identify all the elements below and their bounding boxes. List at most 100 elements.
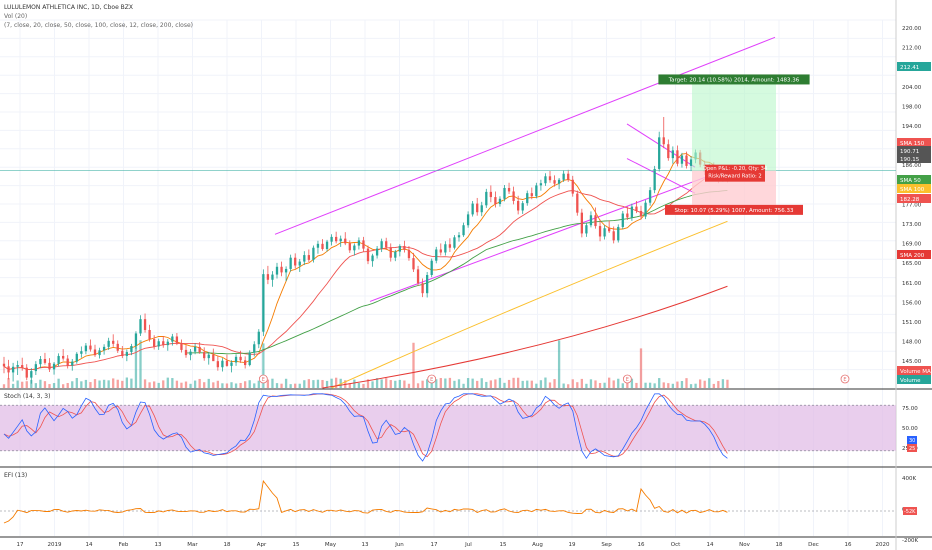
volume-bar — [175, 380, 179, 388]
candle-body — [503, 187, 506, 199]
moving-average-legend: (7, close, 20, close, 50, close, 100, cl… — [4, 22, 193, 29]
candle-body — [521, 203, 524, 211]
stoch-k-line — [3, 393, 728, 462]
candle-body — [667, 144, 670, 159]
price-axis[interactable]: 220.00212.00208.00204.00198.00194.00190.… — [897, 26, 931, 544]
channel-lower — [369, 173, 716, 302]
profit-zone — [692, 78, 776, 171]
volume-bar — [7, 378, 10, 388]
volume-bar — [102, 379, 106, 388]
candle-body — [580, 212, 583, 234]
candle-body — [166, 341, 169, 346]
flag-lower — [626, 158, 696, 194]
volume-bar — [107, 380, 110, 388]
candle-body — [221, 360, 224, 368]
volume-bar — [230, 382, 233, 388]
volume-bar — [439, 377, 442, 388]
candle-body — [380, 241, 383, 249]
time-tick: Sep — [601, 542, 612, 548]
candle-body — [244, 360, 247, 366]
candle-body — [216, 361, 219, 368]
candle-body — [34, 364, 37, 372]
time-tick: 13 — [155, 542, 162, 548]
candle-body — [617, 226, 620, 241]
volume-bar — [166, 377, 169, 388]
time-tick: 14 — [86, 542, 93, 548]
stoch-value-text: 30 — [909, 438, 915, 444]
time-tick: Jul — [464, 542, 472, 548]
candle-body — [248, 352, 251, 366]
candle-body — [421, 283, 424, 294]
candle-body — [576, 193, 579, 213]
volume-bar — [21, 381, 24, 388]
candle-body — [385, 241, 388, 248]
candle-body — [175, 336, 179, 343]
candle-body — [294, 257, 297, 266]
candle-body — [348, 243, 351, 251]
volume-bar — [612, 380, 615, 388]
volume-bar — [189, 383, 192, 388]
efi-tick: -200K — [902, 538, 918, 544]
volume-bar — [121, 380, 124, 388]
volume-bar — [426, 379, 429, 388]
price-label: SMA 100 — [897, 184, 931, 193]
price-label-text: 190.15 — [900, 157, 920, 163]
candle-body — [416, 269, 420, 284]
volume-bar — [316, 379, 320, 388]
candle-body — [680, 155, 684, 164]
candle-body — [621, 213, 624, 227]
price-label: 212.41 — [897, 62, 931, 71]
volume-bar — [212, 382, 215, 388]
candle-body — [162, 341, 165, 346]
volume-bar — [148, 382, 151, 388]
time-axis[interactable]: 17 2019 14 Feb 13 Mar 18 Apr 15 May 13 Jun 17 Jul 15 Au… — [17, 542, 890, 548]
volume-bar — [630, 378, 634, 388]
efi-value-label: -52K — [903, 507, 917, 515]
time-tick: 2020 — [876, 542, 890, 548]
candle-body — [316, 243, 320, 248]
candle-body — [89, 345, 92, 350]
volume-bar — [98, 380, 101, 388]
volume-bar — [57, 378, 60, 388]
candle-body — [589, 215, 593, 226]
volume-bar — [421, 380, 424, 388]
time-tick: 13 — [362, 542, 369, 548]
candle-body — [676, 150, 679, 164]
volume-bar — [357, 383, 361, 388]
volume-bar — [589, 379, 593, 388]
volume-bar — [394, 380, 397, 388]
volume-bar — [512, 377, 515, 388]
volume-bar — [307, 379, 310, 388]
efi-pane[interactable] — [0, 479, 896, 524]
volume-bar — [116, 379, 119, 388]
candle-body — [635, 206, 638, 211]
volume-bar — [325, 380, 329, 388]
volume-bar — [253, 383, 256, 388]
price-tick: 156.00 — [902, 300, 922, 306]
stochastic-pane[interactable] — [0, 393, 896, 462]
volume-bar — [180, 382, 183, 388]
stoch-tick: 75.00 — [902, 406, 918, 412]
candle-body — [157, 341, 160, 347]
volume-bar — [216, 380, 219, 388]
time-tick: 19 — [569, 542, 576, 548]
price-label-bg — [897, 146, 931, 155]
volume-bar — [526, 380, 529, 388]
flag-upper — [626, 123, 696, 168]
volume-bar — [198, 378, 201, 388]
efi-value-bg — [903, 507, 917, 515]
price-pane[interactable]: Target: 20.14 (10.58%) 2014, Amount: 148… — [0, 36, 896, 389]
candle-body — [189, 351, 192, 356]
price-tick: 220.00 — [902, 26, 922, 32]
stop-label-text: Stop: 10.07 (5.29%) 1007, Amount: 756.33 — [674, 208, 794, 214]
volume-bar — [271, 378, 274, 388]
candle-body — [234, 356, 238, 363]
stoch-d-line — [3, 393, 728, 458]
time-tick: 17 — [431, 542, 438, 548]
volume-bar — [416, 383, 420, 388]
candle-body — [325, 241, 329, 250]
volume-bar — [66, 383, 69, 388]
candle-body — [444, 244, 447, 253]
price-tick: 148.00 — [902, 340, 922, 346]
